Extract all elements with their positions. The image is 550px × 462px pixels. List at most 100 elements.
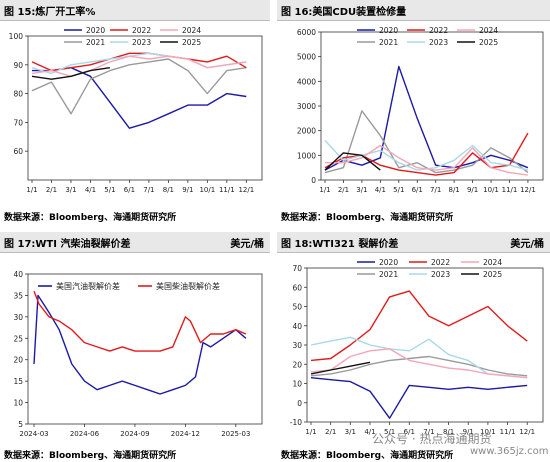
x-tick-label: 11/1 <box>502 186 518 194</box>
y-tick-label: 25 <box>13 334 23 343</box>
x-tick-label: 6/1 <box>412 186 423 194</box>
x-tick-label: 11/1 <box>219 186 235 194</box>
legend-label: 2023 <box>429 38 448 47</box>
x-tick-label: 6/1 <box>124 186 135 194</box>
y-tick-label: 80 <box>13 90 23 99</box>
x-tick-label: 5/1 <box>104 186 115 194</box>
y-tick-label: 35 <box>13 291 23 300</box>
chart-title: 图 18:WTI321 裂解价差 <box>281 239 399 250</box>
x-tick-label: 10/1 <box>483 186 499 194</box>
series-line-2022 <box>310 290 528 362</box>
panel-header: 图 15:炼厂开工率% <box>0 0 270 21</box>
x-tick-label: 2024-09 <box>120 430 149 438</box>
legend-label: 2025 <box>182 38 201 47</box>
legend-label: 2023 <box>132 38 151 47</box>
y-tick-label: 15 <box>13 377 23 386</box>
x-tick-label: 9/1 <box>467 186 478 194</box>
legend-label: 2024 <box>479 26 498 35</box>
y-tick-label: 40 <box>13 270 23 279</box>
x-tick-label: 12/1 <box>238 186 254 194</box>
chart-title: 图 17:WTI 汽柴油裂解价差 <box>4 239 131 250</box>
source-note: 数据来源：Bloomberg、海通期货研究所 <box>4 451 177 461</box>
series-line-2024 <box>310 348 528 379</box>
x-tick-label: 10/1 <box>480 428 496 436</box>
chart-title: 图 16:美国CDU装置检修量 <box>281 7 407 18</box>
x-tick-label: 3/1 <box>356 186 367 194</box>
y-tick-label: 60 <box>13 147 23 156</box>
x-tick-label: 2024-12 <box>171 430 200 438</box>
legend-label: 2020 <box>379 258 398 267</box>
y-tick-label: 70 <box>292 264 302 273</box>
x-tick-label: 2/1 <box>325 428 336 436</box>
y-tick-label: 5 <box>18 420 23 429</box>
y-tick-label: 90 <box>13 61 23 70</box>
legend-label: 2021 <box>86 38 105 47</box>
x-tick-label: 2/1 <box>338 186 349 194</box>
series-line-2021 <box>31 58 247 115</box>
panel-header: 图 16:美国CDU装置检修量 <box>277 0 550 21</box>
y-tick-label: 2000 <box>297 127 316 136</box>
series-line-2021 <box>324 110 529 174</box>
x-tick-label: 9/1 <box>182 186 193 194</box>
y-tick-label: 5000 <box>297 53 316 62</box>
legend-label: 2022 <box>431 258 450 267</box>
legend-label: 2022 <box>132 26 151 35</box>
y-tick-label: 0 <box>311 176 316 185</box>
y-tick-label: 10 <box>13 399 23 408</box>
y-tick-label: 4000 <box>297 77 316 86</box>
x-tick-label: 9/1 <box>463 428 474 436</box>
x-tick-label: 2024-06 <box>70 430 100 438</box>
legend-label: 2021 <box>379 270 398 279</box>
series-line-2025 <box>310 361 371 375</box>
chart-panel-wti-crack: 图 17:WTI 汽柴油裂解价差 美元/桶 5 10 15 20 25 30 35 40 202… <box>0 232 270 462</box>
x-tick-label: 6/1 <box>404 428 415 436</box>
x-tick-label: 3/1 <box>65 186 76 194</box>
y-tick-label: 20 <box>292 360 302 369</box>
series-line-2022 <box>31 52 247 72</box>
legend-label: 2023 <box>431 270 450 279</box>
chart-panel-wti321-crack: 图 18:WTI321 裂解价差 美元/桶 -10 0 10 20 30 40 50 60 70… <box>277 232 550 462</box>
chart-unit: 美元/桶 <box>230 239 264 250</box>
x-tick-label: 8/1 <box>443 428 454 436</box>
series-line-2023 <box>324 140 529 171</box>
x-tick-label: 8/1 <box>163 186 174 194</box>
y-tick-label: 1000 <box>297 151 316 160</box>
panel-header: 图 18:WTI321 裂解价差 美元/桶 <box>277 232 550 253</box>
y-tick-label: 40 <box>292 322 302 331</box>
panel-header: 图 17:WTI 汽柴油裂解价差 美元/桶 <box>0 232 270 253</box>
x-tick-label: 2/1 <box>46 186 57 194</box>
series-line-2020 <box>324 65 529 171</box>
y-tick-label: 60 <box>292 283 302 292</box>
legend-label: 2021 <box>379 38 398 47</box>
chart-title: 图 15:炼厂开工率% <box>4 7 96 18</box>
x-tick-label: 8/1 <box>449 186 460 194</box>
y-tick-label: 3000 <box>297 102 316 111</box>
x-tick-label: 2025-03 <box>221 430 250 438</box>
legend-label: 美国柴油裂解价差 <box>156 281 220 291</box>
series-line-美国汽油裂解价差 <box>33 294 247 395</box>
plot-frame <box>306 267 544 423</box>
x-tick-label: 10/1 <box>199 186 215 194</box>
legend-label: 2020 <box>86 26 105 35</box>
line-chart: 0 1000 2000 3000 4000 5000 6000 1/1 2/1 3/1 4/1 5/1… <box>297 26 544 194</box>
x-tick-label: 12/1 <box>520 186 536 194</box>
legend-label: 2022 <box>429 26 448 35</box>
plot-frame <box>27 35 263 181</box>
series-line-2024 <box>325 144 528 176</box>
legend-label: 2025 <box>483 270 502 279</box>
x-tick-label: 5/1 <box>384 428 395 436</box>
watermark: 公众号 · 热点海通期货 <box>372 432 492 446</box>
x-tick-label: 3/1 <box>345 428 356 436</box>
series-line-美国柴油裂解价差 <box>33 290 247 352</box>
source-note: 数据来源：Bloomberg、海通期货研究所 <box>281 451 454 461</box>
series-line-2024 <box>31 55 247 77</box>
x-tick-label: 7/1 <box>423 428 434 436</box>
watermark-site: www.365jz.com <box>470 446 549 457</box>
line-chart: 5 10 15 20 25 30 35 40 2024-03 2024-06 2024-09 2024… <box>13 270 263 438</box>
x-tick-label: 11/1 <box>500 428 516 436</box>
chart-unit: 美元/桶 <box>510 239 544 250</box>
line-chart: -10 0 10 20 30 40 50 60 70 1/1 2/1 3/1 4/1 5/1 6/1 7/1 8… <box>290 258 544 436</box>
source-note: 数据来源：Bloomberg、海通期货研究所 <box>281 213 454 223</box>
x-tick-label: 2024-03 <box>19 430 48 438</box>
y-tick-label: 0 <box>297 399 302 408</box>
